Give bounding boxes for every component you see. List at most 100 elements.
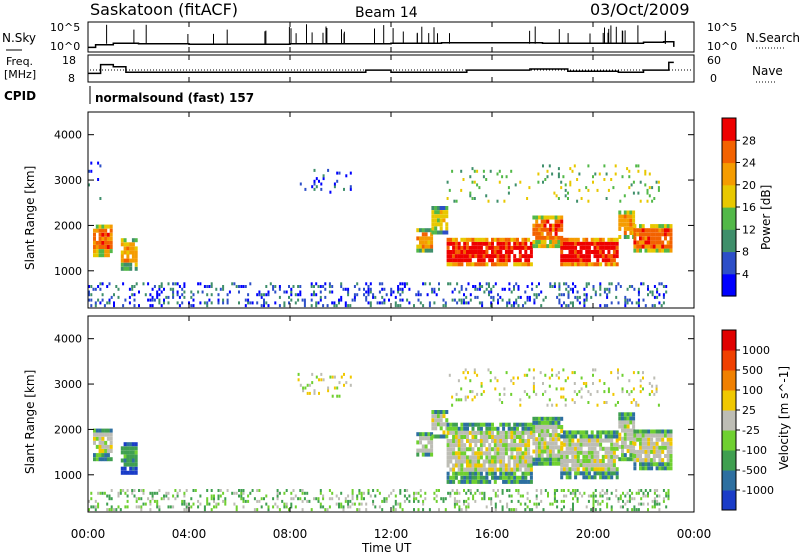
data-cell: [557, 240, 561, 244]
data-cell: [98, 457, 102, 462]
data-cell: [104, 240, 108, 245]
data-cell: [557, 437, 561, 442]
data-cell: [474, 451, 478, 456]
data-cell: [502, 459, 506, 464]
scatter-cell: [467, 395, 469, 399]
scatter-cell: [542, 164, 544, 168]
data-cell: [416, 448, 420, 453]
scatter-cell: [553, 285, 556, 288]
data-cell: [615, 438, 619, 443]
scatter-cell: [644, 183, 647, 187]
scatter-cell: [153, 499, 156, 503]
scatter-cell: [628, 494, 631, 498]
data-cell: [529, 422, 533, 427]
data-cell: [477, 451, 481, 456]
data-cell: [434, 426, 438, 431]
freq-label-line2: [MHz]: [4, 68, 36, 81]
scatter-cell: [481, 285, 484, 288]
scatter-cell: [648, 194, 651, 198]
data-cell: [460, 467, 464, 472]
scatter-cell: [285, 290, 288, 294]
scatter-cell: [519, 180, 522, 184]
data-cell: [610, 454, 614, 459]
data-cell: [513, 435, 517, 439]
data-cell: [557, 235, 561, 240]
scatter-cell: [172, 505, 175, 509]
data-cell: [439, 434, 443, 439]
scatter-cell: [344, 499, 347, 503]
scatter-cell: [494, 505, 497, 509]
scatter-cell: [576, 290, 579, 294]
data-cell: [449, 459, 453, 464]
data-cell: [468, 467, 472, 472]
data-cell: [644, 466, 648, 471]
data-cell: [471, 439, 475, 443]
data-cell: [623, 420, 627, 425]
data-cell: [610, 467, 614, 472]
scatter-cell: [413, 499, 415, 503]
data-cell: [669, 445, 673, 450]
data-cell: [439, 426, 443, 431]
scatter-cell: [278, 285, 281, 288]
data-cell: [650, 248, 654, 253]
scatter-cell: [290, 287, 293, 291]
data-cell: [551, 441, 555, 446]
data-cell: [565, 454, 569, 459]
data-cell: [658, 240, 662, 245]
scatter-cell: [567, 304, 570, 308]
scatter-cell: [299, 489, 302, 492]
data-cell: [538, 441, 541, 446]
data-cell: [431, 210, 435, 215]
scatter-cell: [374, 295, 377, 299]
data-cell: [543, 227, 547, 232]
scatter-cell: [647, 285, 649, 288]
data-cell: [446, 237, 450, 242]
scatter-cell: [464, 368, 467, 372]
data-cell: [554, 433, 558, 438]
scatter-cell: [451, 395, 454, 399]
data-cell: [571, 467, 575, 472]
scatter-cell: [399, 282, 402, 286]
data-cell: [554, 437, 558, 442]
scatter-cell: [651, 390, 654, 394]
data-cell: [120, 238, 124, 243]
scatter-cell: [358, 489, 361, 492]
data-cell: [579, 245, 583, 250]
data-cell: [437, 414, 440, 419]
scatter-cell: [496, 199, 499, 203]
data-cell: [661, 224, 665, 229]
data-cell: [474, 430, 478, 435]
data-cell: [416, 248, 420, 253]
scatter-cell: [444, 304, 447, 308]
velocity-colorbar-label: Velocity [m s^-1]: [777, 366, 791, 470]
scatter-cell: [549, 502, 552, 506]
scatter-cell: [235, 505, 238, 509]
scatter-cell: [313, 497, 315, 501]
scatter-cell: [482, 390, 485, 394]
data-cell: [479, 241, 483, 246]
data-cell: [496, 241, 500, 246]
data-cell: [604, 258, 608, 263]
scatter-cell: [288, 301, 290, 305]
data-cell: [587, 250, 591, 254]
scatter-cell: [438, 489, 440, 492]
data-cell: [126, 258, 130, 263]
data-cell: [576, 459, 580, 463]
data-cell: [499, 475, 503, 480]
scatter-cell: [113, 304, 115, 308]
scatter-cell: [290, 290, 293, 294]
scatter-cell: [167, 282, 170, 286]
data-cell: [131, 470, 135, 475]
scatter-cell: [628, 392, 631, 396]
scatter-cell: [503, 287, 506, 291]
scatter-cell: [347, 494, 350, 498]
data-cell: [95, 432, 99, 437]
data-cell: [650, 236, 654, 241]
data-cell: [655, 232, 659, 237]
data-cell: [524, 250, 528, 254]
data-cell: [626, 412, 630, 417]
scatter-cell: [158, 301, 161, 305]
data-cell: [424, 236, 428, 241]
scatter-cell: [585, 293, 588, 297]
data-cell: [543, 416, 547, 421]
